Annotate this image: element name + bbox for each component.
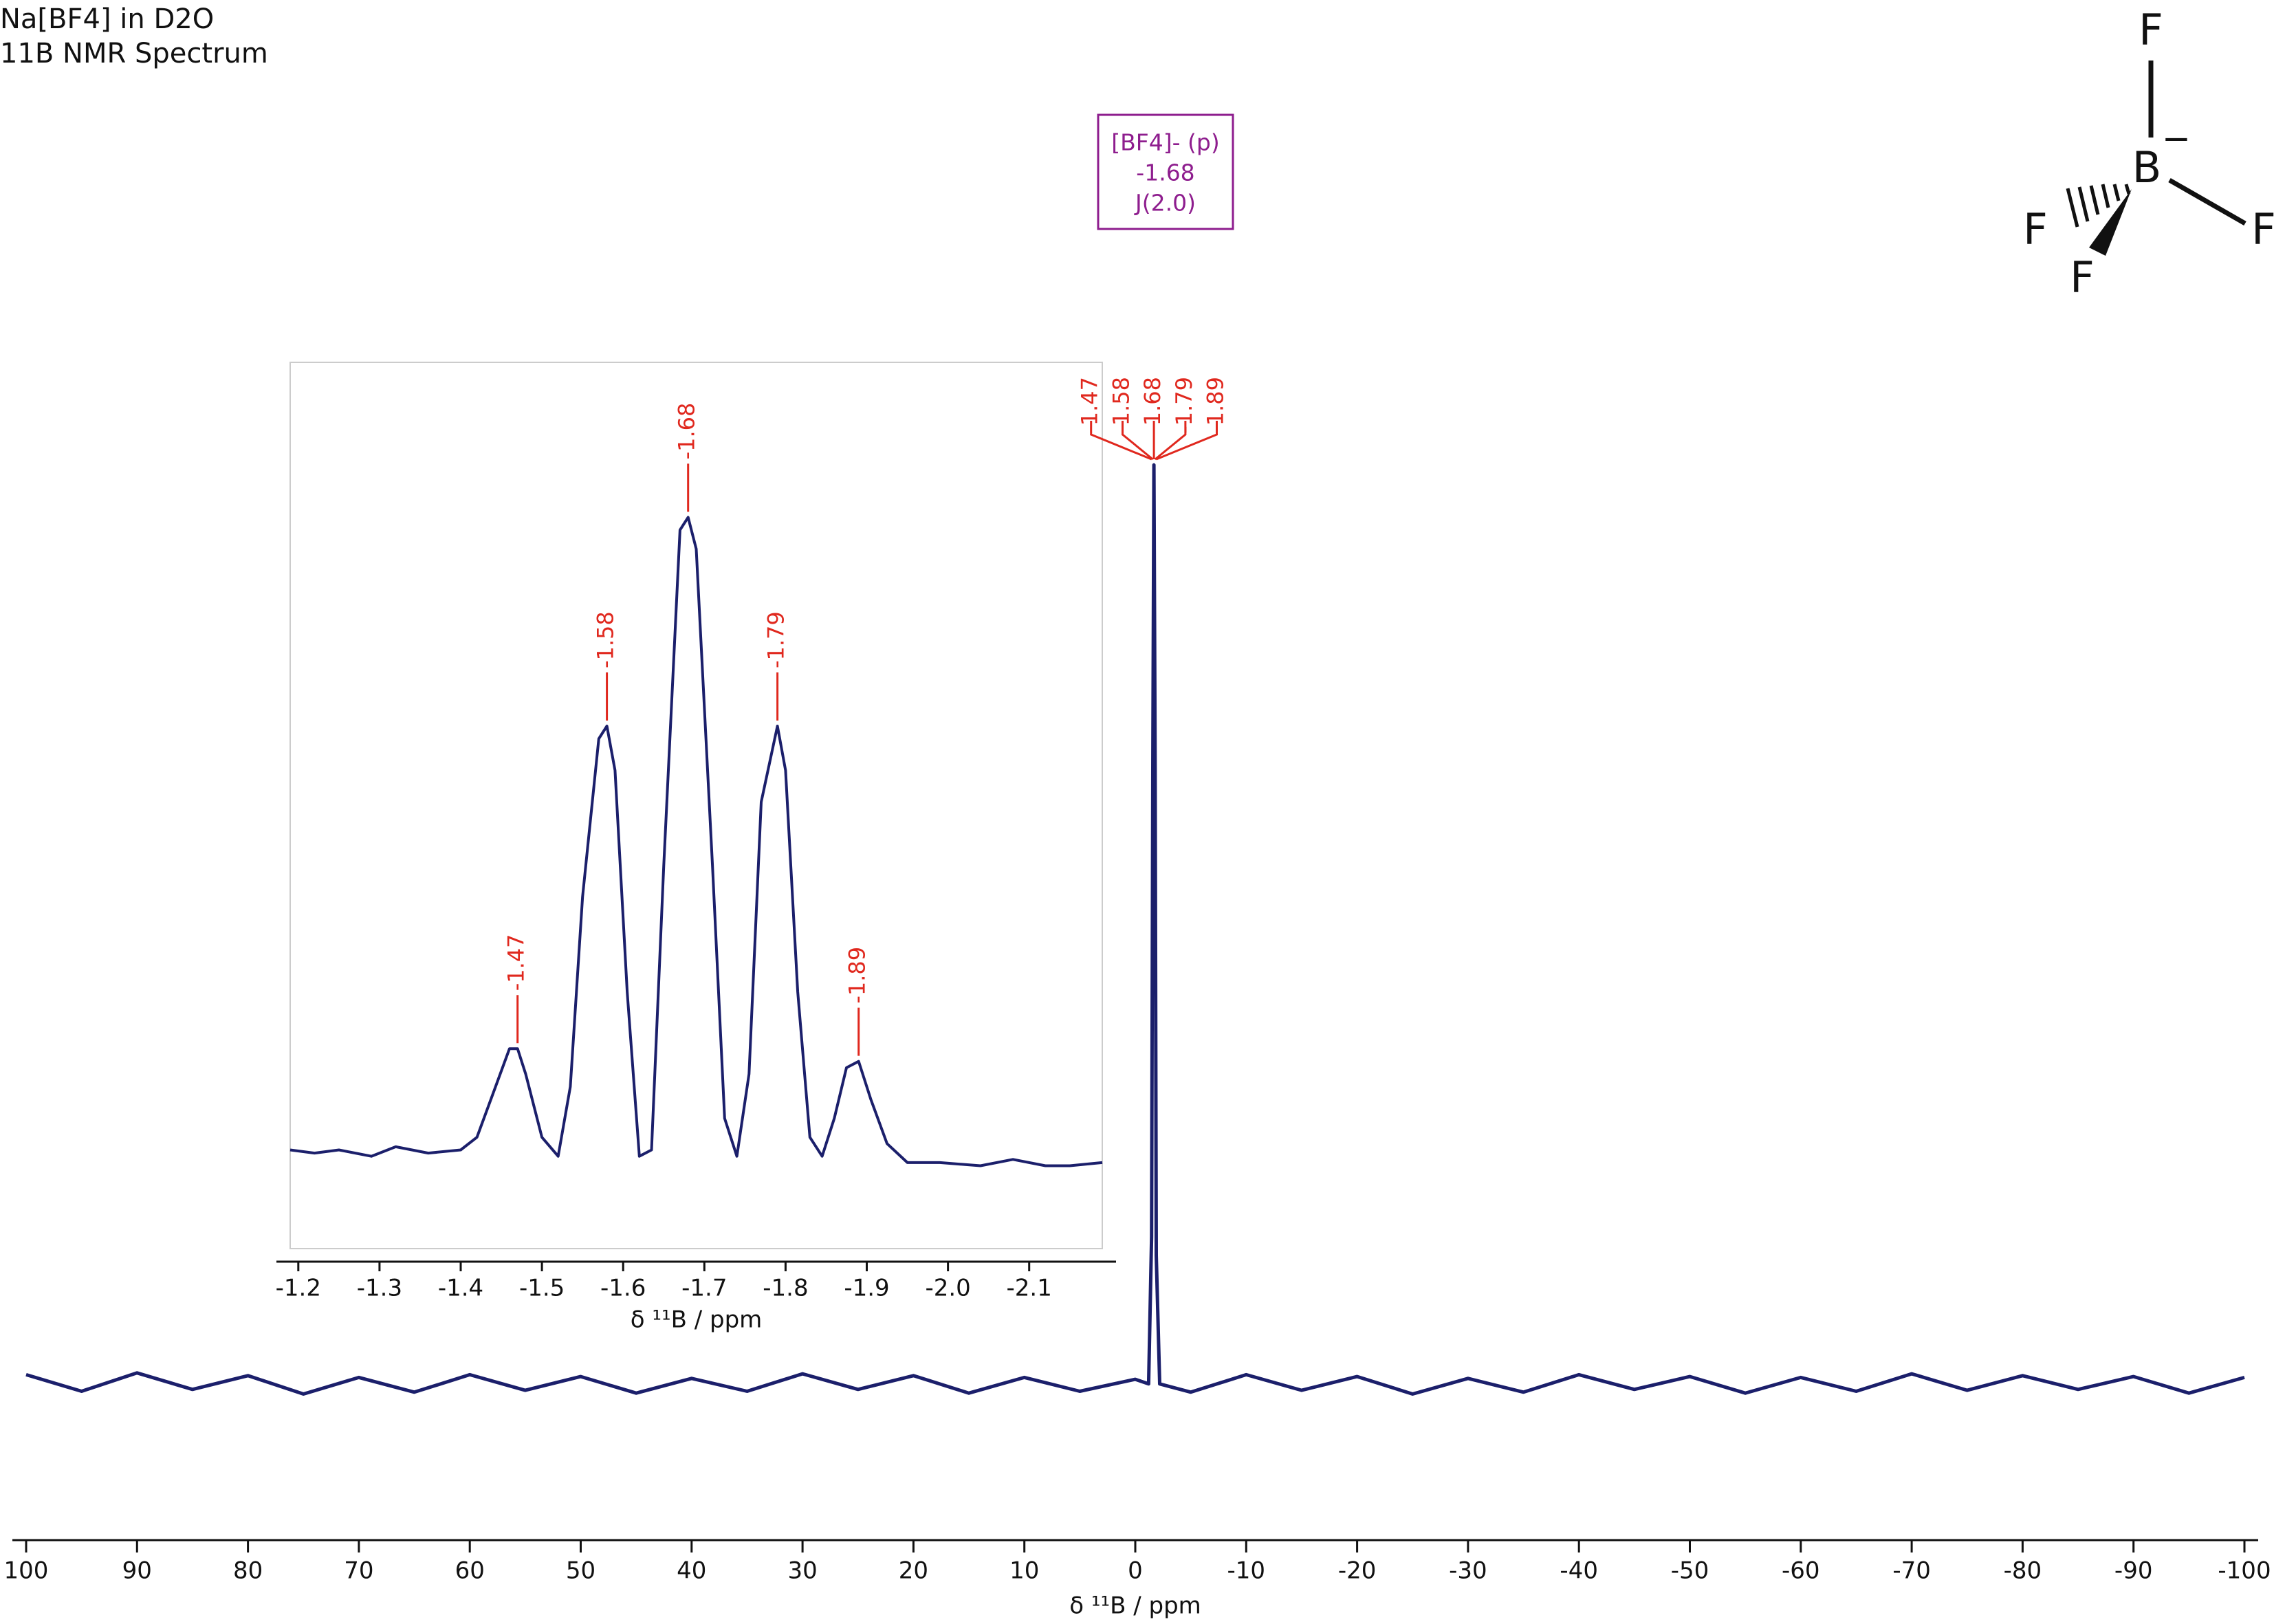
peak-label: -1.58	[593, 611, 619, 668]
peak-label: -1.89	[844, 947, 871, 1004]
peak-marker	[1090, 421, 1152, 461]
x-tick-label: -2.0	[925, 1275, 970, 1302]
peak-marker	[1154, 421, 1187, 461]
x-tick-label: 60	[455, 1557, 485, 1585]
x-tick-label: -1.2	[276, 1275, 321, 1302]
x-tick-label: 80	[233, 1557, 263, 1585]
peak-label: -1.47	[1077, 377, 1103, 434]
x-tick-label: -40	[1560, 1557, 1598, 1585]
x-tick-label: -80	[2004, 1557, 2042, 1585]
peak-label: -1.89	[1202, 377, 1228, 434]
x-tick-label: 50	[566, 1557, 595, 1585]
x-tick-label: -90	[2114, 1557, 2153, 1585]
x-tick-label: -1.8	[763, 1275, 808, 1302]
atom-label: F	[2251, 204, 2274, 254]
x-tick-label: -1.6	[600, 1275, 646, 1302]
x-tick-label: -30	[1449, 1557, 1487, 1585]
peak-label: -1.68	[1139, 377, 1166, 434]
multiplet-coupling: J(2.0)	[1134, 190, 1196, 217]
atom-label: F	[2139, 5, 2163, 55]
peak-label: -1.47	[503, 934, 529, 991]
atom-label: F	[2070, 252, 2095, 303]
peak-label: -1.79	[763, 611, 789, 668]
x-tick-label: -1.9	[844, 1275, 889, 1302]
multiplet-name: [BF4]- (p)	[1111, 129, 1219, 156]
structure: F B − F F F	[2023, 5, 2274, 303]
peak-label: -1.68	[674, 403, 700, 460]
peak-marker	[1155, 421, 1218, 461]
peak-label: -1.58	[1108, 377, 1134, 434]
x-tick-label: -2.1	[1007, 1275, 1052, 1302]
peak-label: -1.79	[1171, 377, 1197, 434]
bond	[2168, 177, 2246, 226]
x-tick-label: -10	[1227, 1557, 1266, 1585]
x-tick-label: -60	[1782, 1557, 1820, 1585]
x-tick-label: -1.5	[519, 1275, 565, 1302]
spectrum-line	[25, 463, 2245, 1396]
atom-label: B	[2132, 142, 2162, 193]
x-tick-label: -1.4	[438, 1275, 483, 1302]
x-tick-label: 70	[344, 1557, 373, 1585]
x-tick-label: -1.3	[357, 1275, 402, 1302]
x-tick-label: -100	[2218, 1557, 2271, 1585]
x-tick-label: 40	[677, 1557, 706, 1585]
x-tick-label: 20	[899, 1557, 928, 1585]
inset-frame	[289, 362, 1103, 1249]
charge-label: −	[2162, 119, 2191, 159]
multiplet-box	[1097, 113, 1234, 230]
chart-subtitle: 11B NMR Spectrum	[0, 38, 268, 69]
atom-label: F	[2023, 204, 2048, 254]
x-tick-label: -20	[1338, 1557, 1377, 1585]
hash-bond	[2066, 184, 2131, 228]
x-axis-label: δ ¹¹B / ppm	[1069, 1592, 1201, 1620]
x-tick-label: 30	[787, 1557, 817, 1585]
x-axis-label: δ ¹¹B / ppm	[631, 1306, 763, 1334]
peak-marker	[1121, 421, 1154, 461]
spectrum-line	[289, 516, 1103, 1167]
x-tick-label: 100	[4, 1557, 49, 1585]
wedge-bond	[2089, 189, 2132, 256]
chart-title: Na[BF4] in D2O	[0, 3, 214, 35]
x-tick-label: -50	[1671, 1557, 1709, 1585]
multiplet-shift: -1.68	[1136, 160, 1194, 186]
x-tick-label: -70	[1892, 1557, 1931, 1585]
x-tick-label: 10	[1009, 1557, 1039, 1585]
x-tick-label: 0	[1128, 1557, 1143, 1585]
x-tick-label: -1.7	[681, 1275, 727, 1302]
x-tick-label: 90	[122, 1557, 152, 1585]
